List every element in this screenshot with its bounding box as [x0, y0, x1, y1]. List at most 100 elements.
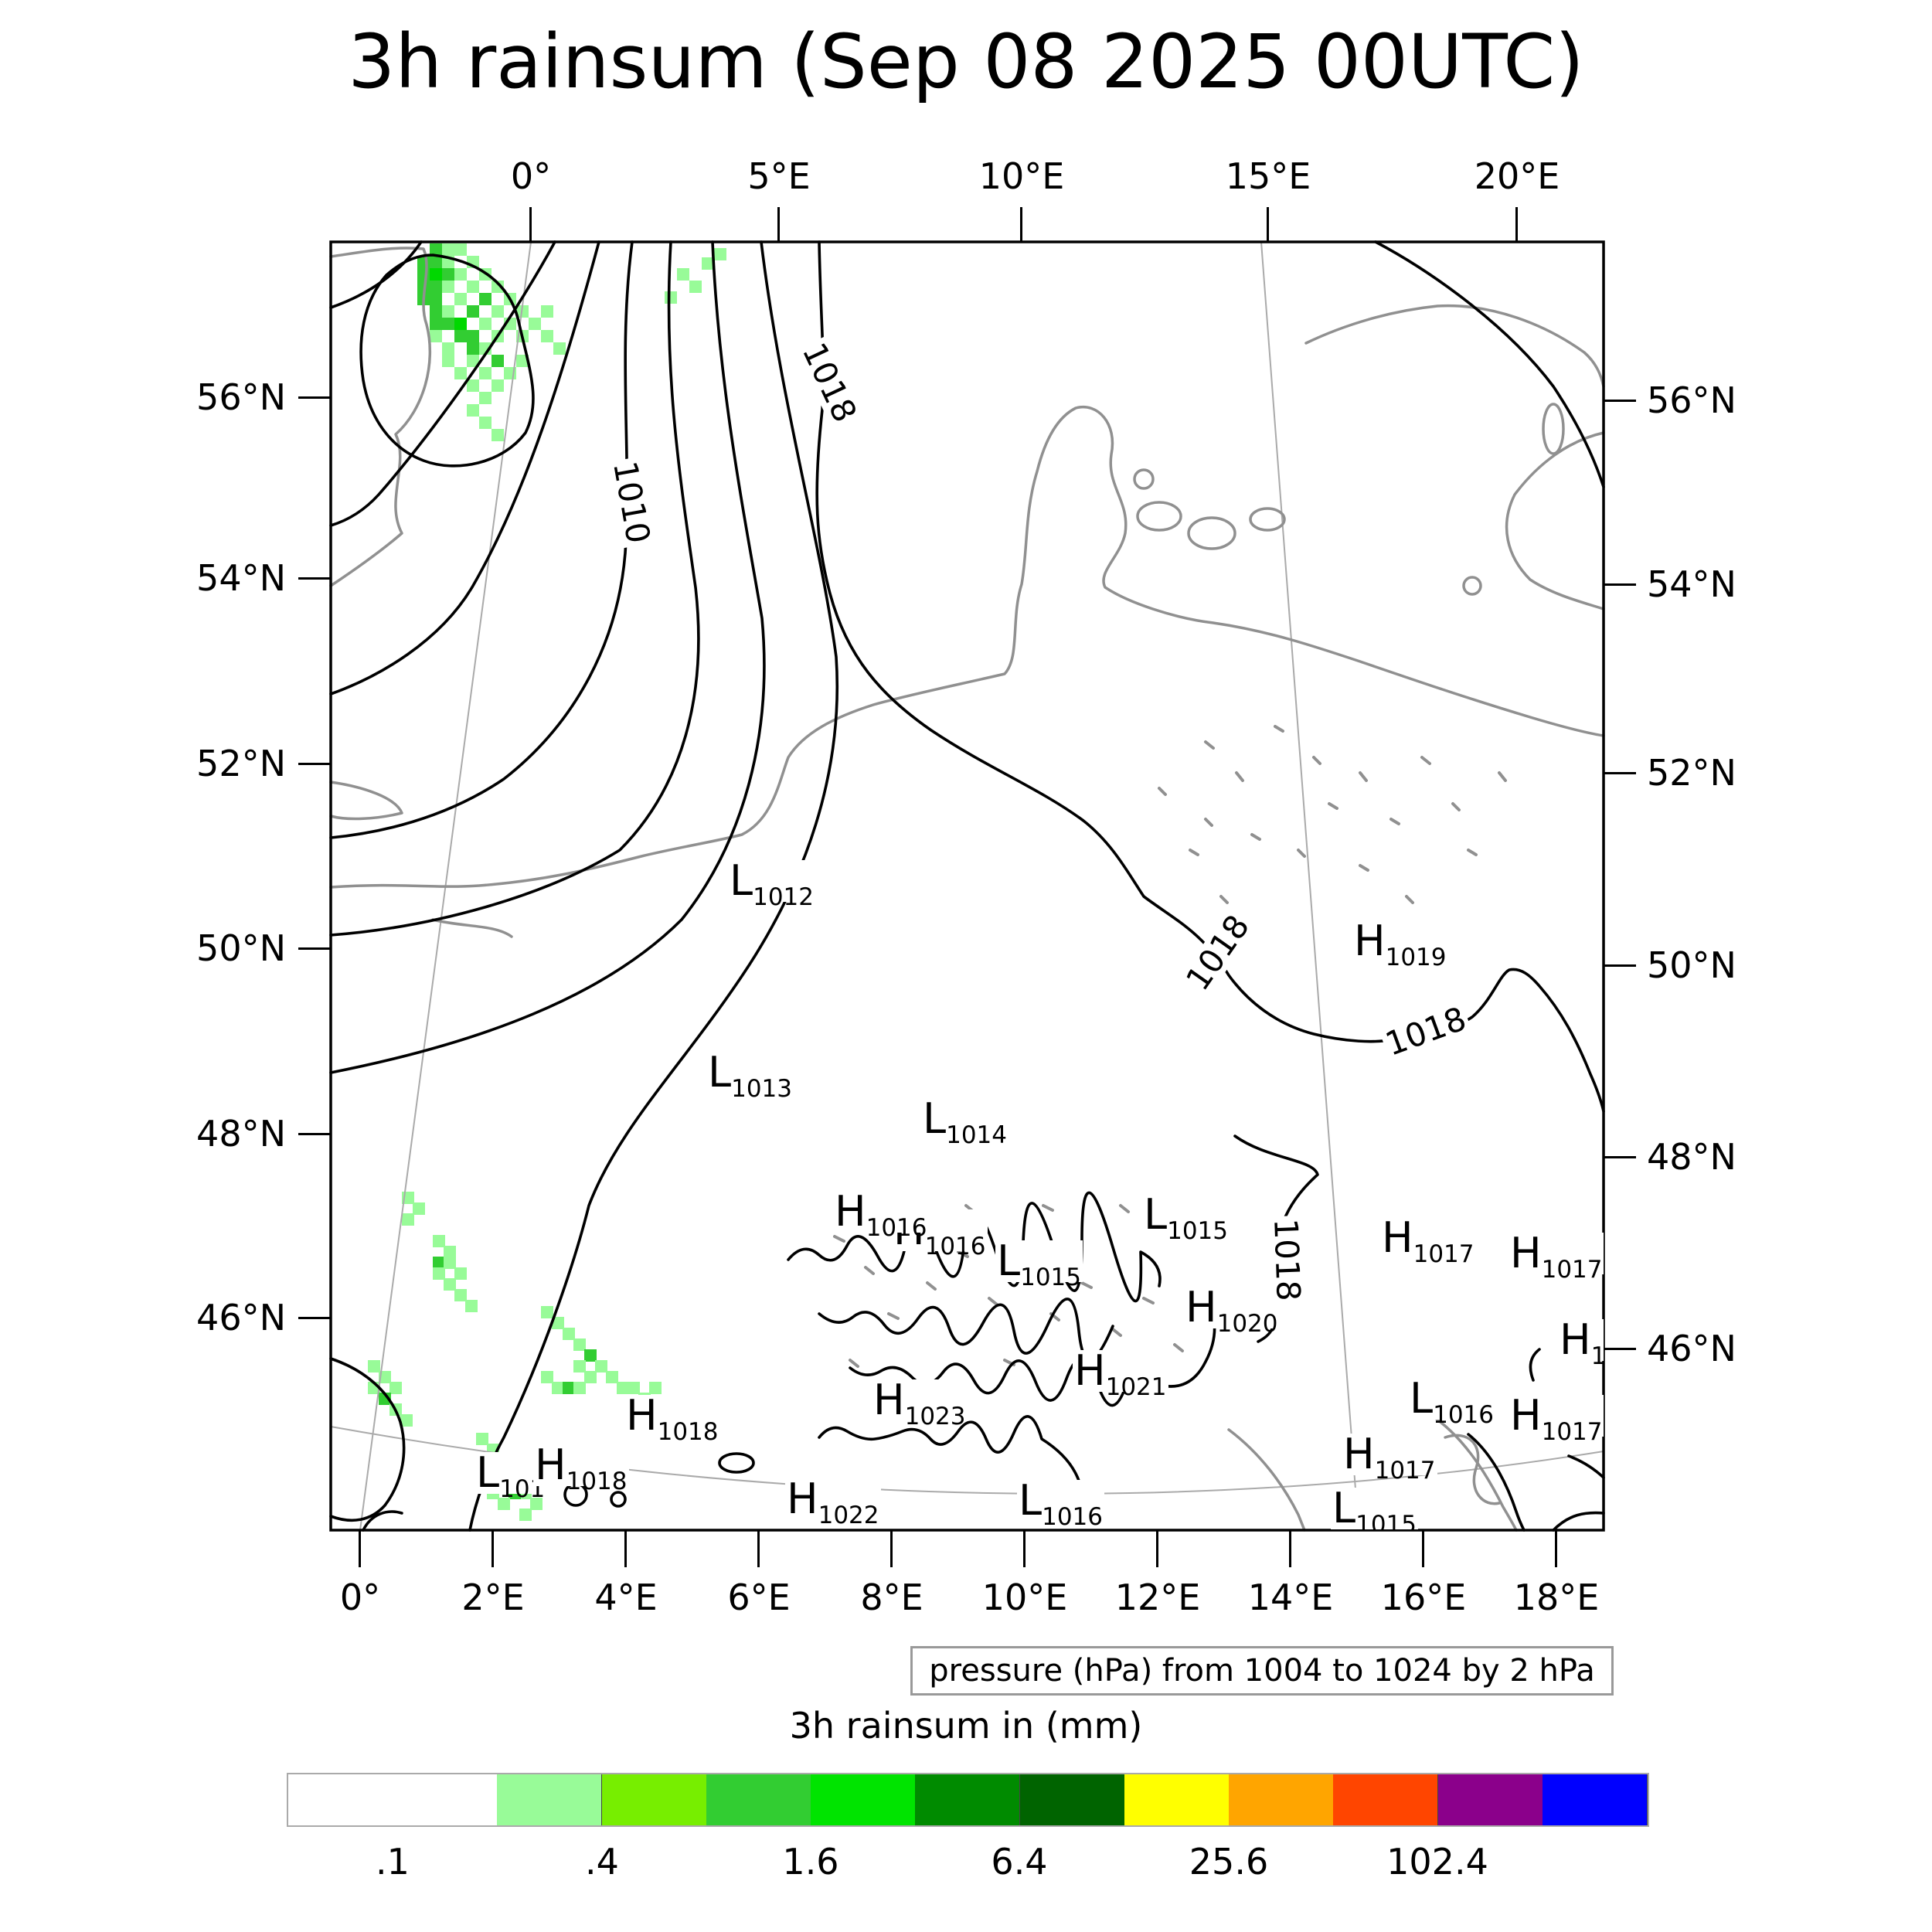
pressure-marker: H1018 [624, 1395, 720, 1444]
rain-pixel [444, 1278, 456, 1291]
pressure-marker-value: 1015 [1355, 1511, 1417, 1531]
rain-pixel [573, 1360, 586, 1372]
pressure-marker-value: 1020 [1216, 1310, 1278, 1338]
tick-mark [1604, 400, 1636, 402]
pressure-marker: H1017 [1509, 1233, 1604, 1282]
rain-pixel [563, 1382, 575, 1394]
pressure-marker: L1015 [1331, 1488, 1418, 1531]
pressure-marker-letter: L [1144, 1190, 1168, 1239]
tick-mark [624, 1530, 627, 1567]
rain-pixel [442, 355, 454, 367]
rain-pixel [467, 330, 479, 342]
pressure-marker: H101 [1558, 1319, 1604, 1369]
rain-pixel [530, 1498, 543, 1510]
pressure-marker-value: 1021 [1105, 1373, 1167, 1401]
rain-pixel [454, 367, 467, 379]
tick-mark [492, 1530, 494, 1567]
rain-pixel [442, 305, 454, 318]
legend-title: 3h rainsum in (mm) [789, 1705, 1143, 1747]
tick-label: 0° [510, 155, 552, 197]
pressure-marker-letter: H [1560, 1315, 1591, 1364]
tick-label: 5°E [747, 155, 811, 197]
pressure-marker-letter: H [1343, 1430, 1375, 1478]
rain-pixel [552, 1317, 564, 1329]
pressure-marker-letter: H [535, 1440, 566, 1489]
legend-cell [497, 1774, 602, 1825]
rain-pixel [368, 1360, 380, 1372]
legend-cell [706, 1774, 811, 1825]
rain-pixel [714, 248, 726, 260]
rain-pixel [454, 318, 467, 330]
legend-colorbar: .1 .4 1.6 6.4 25.6 102.4 [287, 1773, 1649, 1883]
rain-pixel [413, 1202, 425, 1215]
rain-pixel [628, 1382, 640, 1394]
tick-label: 14°E [1247, 1577, 1334, 1618]
rain-pixel [433, 1257, 445, 1269]
rain-pixel [606, 1371, 618, 1383]
pressure-marker: H1017 [1509, 1395, 1604, 1444]
pressure-marker: L1013 [706, 1052, 794, 1101]
pressure-marker-value: 1016 [866, 1214, 927, 1242]
pressure-marker-letter: H [1510, 1391, 1542, 1440]
tick-mark [1604, 772, 1636, 774]
rain-pixel [541, 305, 553, 318]
pressure-marker-value: 1019 [1385, 944, 1447, 971]
tick-mark [1604, 964, 1636, 967]
rain-pixel [689, 281, 702, 293]
pressure-caption: pressure (hPa) from 1004 to 1024 by 2 hP… [929, 1653, 1595, 1689]
tick-mark [1289, 1530, 1291, 1567]
legend-label: .4 [585, 1841, 619, 1883]
pressure-marker-value: 1016 [1042, 1503, 1103, 1530]
rain-pixel [552, 1382, 564, 1394]
tick-mark [298, 1317, 331, 1319]
tick-label: 12°E [1114, 1577, 1201, 1618]
rain-pixel [454, 1289, 467, 1301]
rain-pixel [584, 1349, 597, 1362]
pressure-marker: H1020 [1184, 1287, 1280, 1336]
legend-cell [1333, 1774, 1438, 1825]
legend-cell [1438, 1774, 1543, 1825]
rain-pixel [492, 379, 504, 392]
pressure-marker-value: 101 [1590, 1342, 1604, 1370]
rain-pixel [430, 293, 442, 305]
tick-mark [298, 577, 331, 580]
tick-mark [1267, 207, 1269, 242]
tick-mark [1515, 207, 1518, 242]
legend-cell [915, 1774, 1020, 1825]
rain-pixel [454, 243, 467, 256]
pressure-marker: H1017 [1342, 1434, 1437, 1483]
tick-mark [529, 207, 532, 242]
rain-pixel [442, 281, 454, 293]
pressure-markers: L1012 L1013 L1014 H1016 H1016 L1015 L101… [331, 242, 1604, 1530]
pressure-marker-value: 1022 [818, 1502, 879, 1529]
pressure-marker-value: 1023 [904, 1403, 966, 1430]
rain-pixel [430, 281, 442, 293]
tick-mark [298, 763, 331, 765]
tick-label: 50°N [196, 927, 286, 969]
pressure-marker-value: 1016 [924, 1233, 986, 1260]
rain-pixel [430, 268, 442, 281]
pressure-marker-value: 1018 [657, 1418, 719, 1446]
rain-pixel [573, 1382, 586, 1394]
pressure-marker-letter: L [1019, 1476, 1043, 1525]
rain-pixel [400, 1414, 413, 1427]
tick-mark [1156, 1530, 1158, 1567]
pressure-marker: H1016 [833, 1191, 929, 1240]
pressure-marker-letter: L [923, 1094, 947, 1143]
tick-label: 0° [339, 1577, 381, 1618]
rain-pixel [442, 342, 454, 355]
rain-pixel [492, 281, 504, 293]
coastlines [329, 247, 1605, 1532]
pressure-marker: L1012 [728, 860, 815, 910]
pressure-marker-value: 1017 [1413, 1240, 1475, 1268]
tick-mark [298, 947, 331, 950]
tick-label: 8°E [860, 1577, 923, 1618]
pressure-marker-letter: H [835, 1187, 866, 1236]
tick-mark [757, 1530, 760, 1567]
rain-pixel [454, 293, 467, 305]
rain-pixel [430, 318, 442, 330]
legend-label: 102.4 [1386, 1841, 1488, 1883]
